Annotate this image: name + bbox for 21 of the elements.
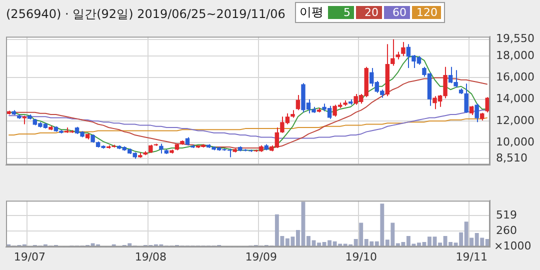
y-tick-label: 8,510	[496, 152, 528, 165]
x-tick-label: 19/10	[345, 250, 377, 264]
y-tick-label: 12,000	[496, 114, 534, 127]
y-tick-label: 519	[496, 208, 517, 222]
y-tick-label: 10,000	[496, 135, 534, 148]
x-tick-label: 19/08	[134, 250, 167, 264]
y-tick-label: 260	[496, 224, 517, 238]
y-tick-label: 16,000	[496, 70, 534, 84]
text: 120	[412, 6, 442, 19]
y-tick-label: 18,000	[496, 48, 534, 62]
y-tick-label: 19,550	[496, 32, 534, 46]
y-tick-label: 14,000	[496, 92, 534, 106]
x-tick-label: 19/11	[456, 250, 488, 264]
legend-title: 이평	[299, 4, 324, 21]
y-axis-title: ×1000	[494, 240, 532, 253]
x-tick-label: 19/07	[14, 250, 46, 264]
text: 5	[328, 6, 354, 19]
x-tick-label: 19/09	[245, 250, 278, 264]
text: 20	[356, 6, 382, 19]
text: 60	[384, 6, 410, 19]
chart-title: (256940) · 일간(92일) 2019/06/25~2019/11/06	[6, 6, 286, 23]
